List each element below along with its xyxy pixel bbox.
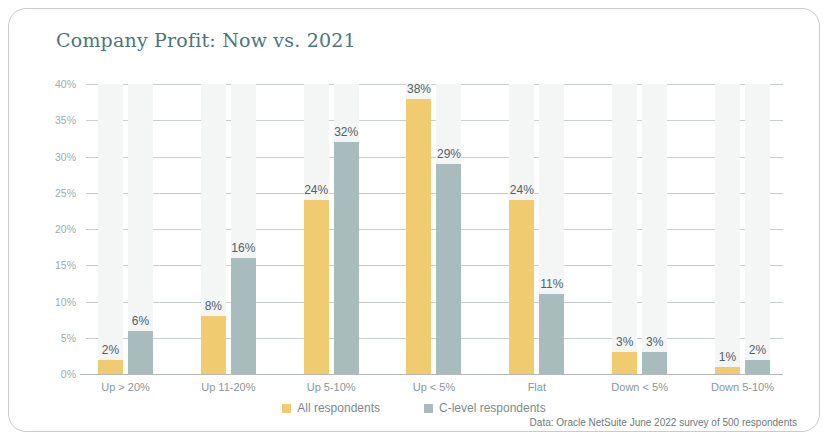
y-tick-label: 30% [21,151,76,163]
bar-c-level-respondents [745,360,770,375]
value-label: 6% [116,314,165,328]
x-tick-label: Down < 5% [585,381,695,393]
bar-background-stripe: 29% [436,84,461,374]
legend-label: C-level respondents [439,401,546,415]
bar-background-stripe: 8% [201,84,226,374]
bar-group: 1%2% [715,84,770,374]
bar-all-respondents [715,367,740,374]
bar-all-respondents [612,352,637,374]
y-tick-label: 5% [21,332,76,344]
value-label: 3% [630,335,679,349]
y-tick-label: 25% [21,187,76,199]
bar-background-stripe: 3% [642,84,667,374]
value-label: 11% [527,277,576,291]
bar-c-level-respondents [539,294,564,374]
bar-background-stripe: 11% [539,84,564,374]
y-tick-label: 35% [21,114,76,126]
bar-background-stripe: 32% [334,84,359,374]
plot-area: 2%6%8%16%24%32%38%29%24%11%3%3%1%2% [86,84,783,374]
bar-group: 2%6% [98,84,153,374]
bar-all-respondents [98,360,123,375]
legend: All respondents C-level respondents [9,401,819,415]
bar-background-stripe: 6% [128,84,153,374]
y-tick-label: 10% [21,296,76,308]
bar-c-level-respondents [128,331,153,375]
chart-card: Company Profit: Now vs. 2021 2%6%8%16%24… [8,8,820,432]
bar-c-level-respondents [436,164,461,374]
value-label: 32% [322,125,371,139]
y-tick-label: 0% [21,368,76,380]
x-tick-label: Up 5-10% [276,381,386,393]
bar-background-stripe: 16% [231,84,256,374]
bar-all-respondents [201,316,226,374]
bar-c-level-respondents [231,258,256,374]
bar-background-stripe: 1% [715,84,740,374]
bar-group: 3%3% [612,84,667,374]
bar-background-stripe: 2% [745,84,770,374]
legend-swatch-icon [424,404,433,413]
legend-item: All respondents [282,401,380,415]
bar-c-level-respondents [334,142,359,374]
data-source-note: Data: Oracle NetSuite June 2022 survey o… [530,417,797,428]
y-tick-label: 40% [21,78,76,90]
bar-background-stripe: 38% [406,84,431,374]
legend-label: All respondents [297,401,380,415]
bar-group: 38%29% [406,84,461,374]
chart-title: Company Profit: Now vs. 2021 [56,29,356,51]
value-label: 29% [424,147,473,161]
x-tick-label: Down 5-10% [687,381,797,393]
bar-group: 24%32% [304,84,359,374]
value-label: 2% [733,343,782,357]
bar-background-stripe: 2% [98,84,123,374]
bar-group: 8%16% [201,84,256,374]
gridline [80,374,783,375]
value-label: 16% [219,241,268,255]
bar-c-level-respondents [642,352,667,374]
bar-all-respondents [406,99,431,375]
x-tick-label: Flat [482,381,592,393]
x-tick-label: Up 11-20% [173,381,283,393]
y-tick-label: 15% [21,259,76,271]
bar-background-stripe: 24% [509,84,534,374]
bar-all-respondents [304,200,329,374]
x-axis-labels: Up > 20%Up 11-20%Up 5-10%Up < 5%FlatDown… [86,381,783,395]
x-tick-label: Up > 20% [71,381,181,393]
y-tick-label: 20% [21,223,76,235]
bar-group: 24%11% [509,84,564,374]
x-tick-label: Up < 5% [379,381,489,393]
legend-item: C-level respondents [424,401,546,415]
bar-background-stripe: 3% [612,84,637,374]
legend-swatch-icon [282,404,291,413]
